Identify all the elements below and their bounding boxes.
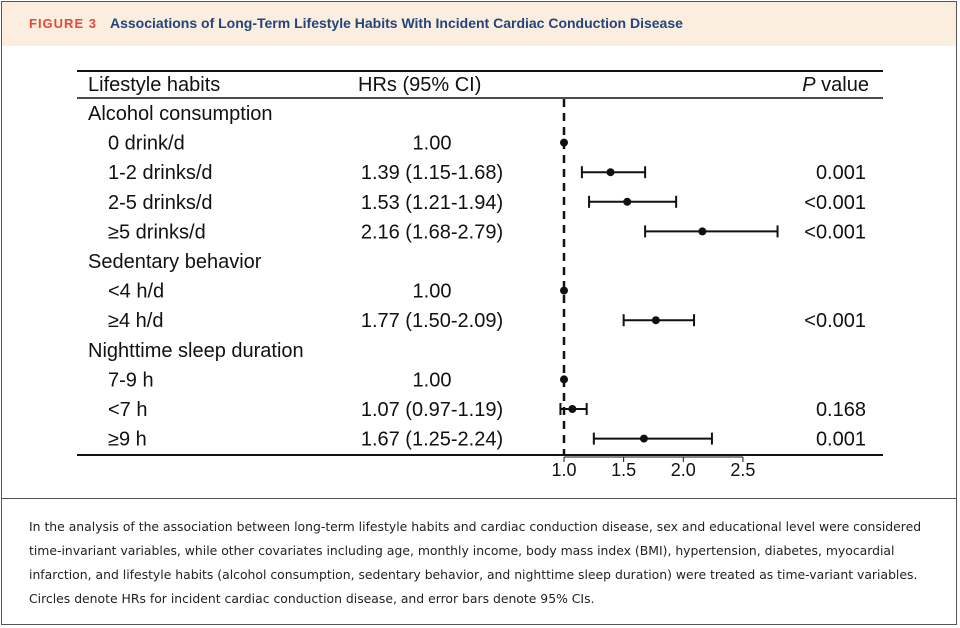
hr-point bbox=[568, 405, 577, 413]
group-label: Alcohol consumption bbox=[88, 103, 273, 125]
row-label: ≥5 drinks/d bbox=[108, 221, 206, 243]
figure-header: FIGURE 3 Associations of Long-Term Lifes… bbox=[2, 2, 956, 46]
p-value: <0.001 bbox=[804, 310, 866, 332]
hr-point bbox=[606, 168, 615, 177]
hr-value: 1.67 (1.25-2.24) bbox=[361, 429, 503, 451]
row-label: 7-9 h bbox=[108, 369, 154, 391]
p-value: <0.001 bbox=[804, 221, 866, 243]
hr-point bbox=[639, 434, 648, 443]
x-tick-label: 1.5 bbox=[611, 460, 636, 480]
row-label: <4 h/d bbox=[108, 281, 164, 303]
p-value: 0.001 bbox=[816, 162, 866, 184]
row-label: 2-5 drinks/d bbox=[108, 192, 213, 214]
p-header-suffix: value bbox=[816, 74, 869, 96]
hr-value: 1.53 (1.21-1.94) bbox=[361, 192, 503, 214]
hr-value: 1.00 bbox=[413, 281, 452, 303]
hr-point bbox=[651, 316, 660, 325]
row-label: <7 h bbox=[108, 399, 147, 421]
hr-value: 1.39 (1.15-1.68) bbox=[361, 162, 503, 184]
hr-value: 1.77 (1.50-2.09) bbox=[361, 310, 503, 332]
x-tick-label: 2.0 bbox=[671, 460, 696, 480]
x-tick-label: 2.5 bbox=[730, 460, 755, 480]
row-label: 1-2 drinks/d bbox=[108, 162, 213, 184]
hr-value: 1.00 bbox=[413, 133, 452, 155]
hr-value: 1.07 (0.97-1.19) bbox=[361, 399, 503, 421]
column-header-habits: Lifestyle habits bbox=[88, 74, 220, 96]
hr-point bbox=[698, 227, 707, 236]
p-value: 0.001 bbox=[816, 429, 866, 451]
figure-caption: In the analysis of the association betwe… bbox=[29, 519, 922, 606]
p-value: 0.168 bbox=[816, 399, 866, 421]
hr-value: 1.00 bbox=[413, 369, 452, 391]
column-header-hr: HRs (95% CI) bbox=[358, 74, 481, 96]
column-header-p: P value bbox=[802, 74, 869, 96]
row-label: 0 drink/d bbox=[108, 133, 185, 155]
hr-value: 2.16 (1.68-2.79) bbox=[361, 221, 503, 243]
group-label: Nighttime sleep duration bbox=[88, 340, 304, 362]
hr-point bbox=[623, 197, 632, 206]
row-label: ≥4 h/d bbox=[108, 310, 163, 332]
x-tick-label: 1.0 bbox=[551, 460, 576, 480]
row-label: ≥9 h bbox=[108, 429, 147, 451]
hr-point bbox=[560, 286, 568, 295]
p-header-letter: P bbox=[802, 74, 816, 96]
figure-label: FIGURE 3 bbox=[29, 16, 97, 31]
group-label: Sedentary behavior bbox=[88, 251, 262, 273]
plot-layer: Alcohol consumption 0 drink/d 1.00 1-2 drin… bbox=[88, 99, 866, 480]
p-value: <0.001 bbox=[804, 192, 866, 214]
hr-point bbox=[560, 375, 568, 384]
figure-title: Associations of Long-Term Lifestyle Habi… bbox=[110, 15, 683, 31]
caption-divider bbox=[2, 498, 956, 499]
hr-point bbox=[560, 138, 568, 147]
